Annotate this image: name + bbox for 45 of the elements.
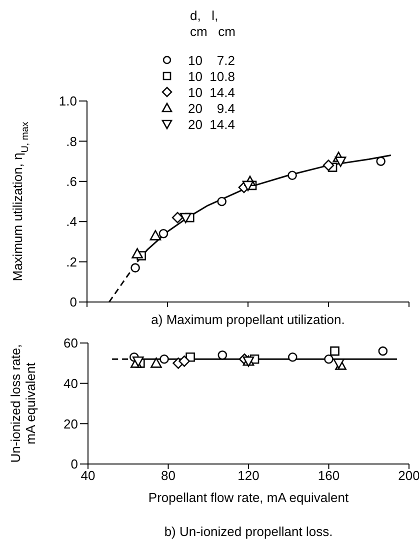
point bbox=[288, 170, 297, 180]
point bbox=[130, 263, 140, 272]
point bbox=[218, 350, 228, 360]
point bbox=[288, 352, 298, 362]
point bbox=[158, 229, 168, 238]
x-tick-label: 200 bbox=[398, 468, 419, 484]
point bbox=[150, 358, 162, 368]
y-tick-label: 0 bbox=[70, 294, 77, 310]
point bbox=[132, 248, 143, 258]
y-tick-label: .8 bbox=[66, 134, 77, 149]
legend-label: 10 10.8 bbox=[188, 68, 235, 84]
point bbox=[178, 356, 190, 367]
y-tick-label: 1.0 bbox=[58, 94, 77, 109]
y-tick-label: .2 bbox=[66, 254, 77, 270]
y-tick-label: 60 bbox=[64, 336, 78, 351]
y-tick-label: 20 bbox=[64, 416, 78, 432]
legend-label: 10 7.2 bbox=[188, 52, 235, 68]
y-tick-label: 40 bbox=[64, 376, 78, 391]
point bbox=[322, 160, 334, 171]
legend-title: d, l, cm cm bbox=[190, 8, 236, 39]
x-tick-label: 40 bbox=[80, 468, 96, 484]
legend-label: 20 14.4 bbox=[188, 116, 235, 132]
point bbox=[172, 212, 184, 224]
point bbox=[160, 354, 169, 364]
x-axis-title: Propellant flow rate, mA equivalent bbox=[148, 490, 349, 505]
point bbox=[334, 156, 346, 167]
point bbox=[180, 212, 192, 224]
x-tick-label: 120 bbox=[238, 468, 260, 484]
legend-label: 20 9.4 bbox=[188, 100, 235, 116]
point bbox=[378, 346, 388, 356]
point bbox=[330, 346, 340, 356]
point bbox=[242, 180, 254, 192]
text: b) Un-ionized propellant loss. bbox=[164, 524, 333, 539]
point bbox=[324, 354, 334, 364]
x-tick-label: 80 bbox=[161, 468, 176, 484]
y-tick-label: 0 bbox=[70, 456, 78, 472]
legend-label: 10 14.4 bbox=[188, 84, 235, 100]
point bbox=[376, 156, 386, 166]
y-tick-label: .6 bbox=[66, 174, 77, 190]
y-axis-title: Un-ionized loss rate, mA equivalent bbox=[8, 344, 38, 463]
point bbox=[150, 230, 162, 240]
x-tick-label: 160 bbox=[318, 468, 340, 484]
y-tick-label: .4 bbox=[66, 214, 77, 230]
point bbox=[217, 196, 226, 206]
text: a) Maximum propellant utilization. bbox=[151, 312, 345, 327]
